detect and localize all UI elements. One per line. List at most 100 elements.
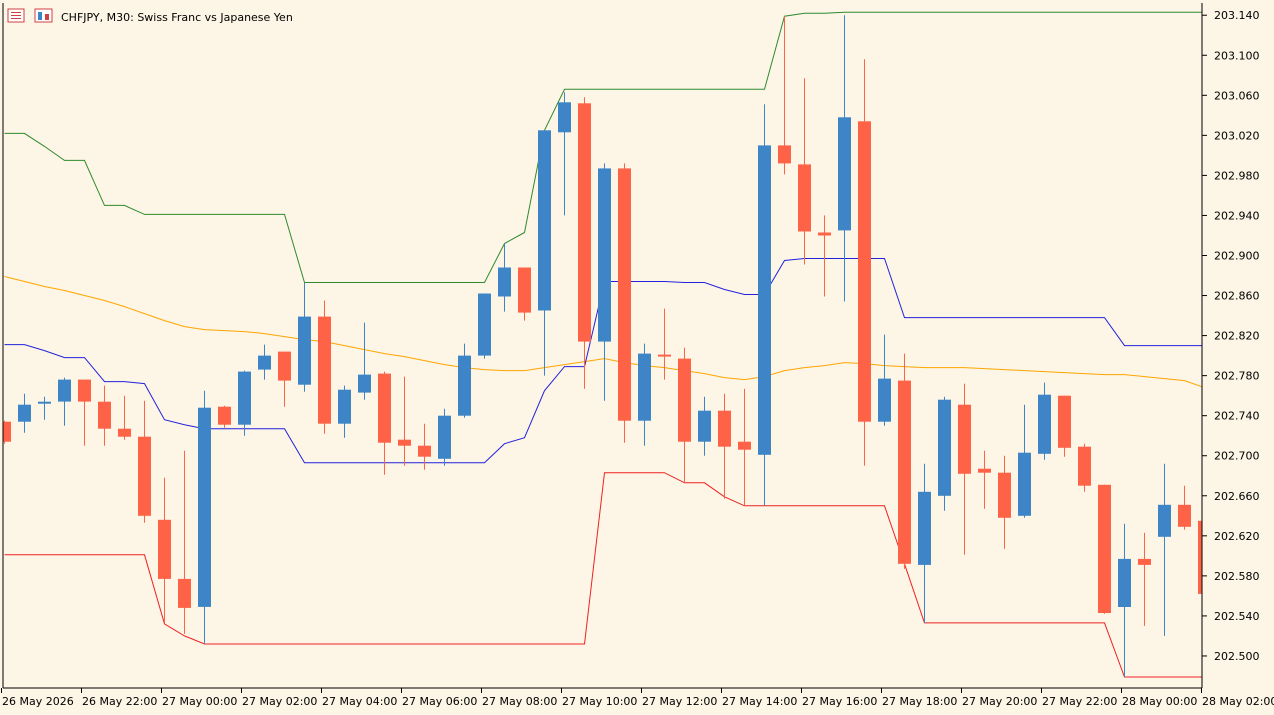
- candle: [1178, 485, 1191, 530]
- candle-body: [58, 379, 71, 402]
- candle-body: [178, 578, 191, 608]
- candle: [838, 15, 851, 302]
- candle: [658, 308, 671, 380]
- candle: [518, 267, 531, 321]
- candle-body: [798, 164, 811, 232]
- candle: [98, 385, 111, 446]
- candle: [1118, 523, 1131, 677]
- candle-body: [438, 415, 451, 459]
- candle: [798, 78, 811, 265]
- candle: [558, 92, 571, 216]
- candle-body: [1138, 558, 1151, 565]
- x-tick-label: 28 May 02:00: [1202, 695, 1274, 708]
- candle-body: [478, 293, 491, 356]
- y-tick-label: 203.140: [1214, 9, 1260, 22]
- upper-channel-line: [4, 11, 1202, 283]
- candle-body: [3, 421, 11, 442]
- axes: 203.140 203.100 203.060 203.020 202.980 202.9…: [1, 3, 1274, 708]
- candle-body: [1098, 484, 1111, 613]
- x-tick-label: 27 May 14:00: [722, 695, 797, 708]
- candle: [778, 16, 791, 175]
- candle-body: [298, 316, 311, 385]
- x-tick-label: 27 May 12:00: [642, 695, 717, 708]
- y-tick-label: 202.500: [1214, 650, 1260, 663]
- y-tick-label: 202.940: [1214, 209, 1260, 222]
- candle: [458, 343, 471, 418]
- x-tick-label: 27 May 20:00: [962, 695, 1037, 708]
- candle-body: [458, 355, 471, 416]
- y-tick-label: 202.780: [1214, 370, 1260, 383]
- candle: [478, 293, 491, 359]
- candle-body: [98, 401, 111, 429]
- candle: [1018, 404, 1031, 518]
- y-tick-label: 202.580: [1214, 570, 1260, 583]
- candle: [18, 393, 31, 433]
- candle-body: [598, 168, 611, 342]
- candle: [38, 396, 51, 420]
- candle-body: [18, 404, 31, 422]
- x-tick-label: 27 May 22:00: [1042, 695, 1117, 708]
- candle-body: [198, 407, 211, 607]
- candle: [1058, 395, 1071, 457]
- candle-body: [618, 168, 631, 421]
- candle: [278, 351, 291, 407]
- candle-body: [78, 379, 91, 402]
- candle: [178, 450, 191, 634]
- plot-area[interactable]: [0, 11, 1211, 678]
- candle-body: [818, 232, 831, 236]
- candle: [898, 353, 911, 569]
- y-tick-label: 202.820: [1214, 330, 1260, 343]
- candle: [238, 370, 251, 436]
- candle-body: [998, 472, 1011, 518]
- candle: [198, 390, 211, 644]
- y-tick-label: 202.900: [1214, 250, 1260, 263]
- candle-body: [38, 401, 51, 404]
- x-tick-label: 27 May 08:00: [482, 695, 557, 708]
- candle-body: [1078, 446, 1091, 486]
- candle: [738, 388, 751, 506]
- candle-body: [358, 374, 371, 393]
- y-tick-label: 203.060: [1214, 89, 1260, 102]
- x-tick-label: 27 May 04:00: [322, 695, 397, 708]
- candle: [818, 215, 831, 297]
- candle-body: [758, 145, 771, 455]
- y-tick-label: 203.020: [1214, 129, 1260, 142]
- x-tick-label: 27 May 18:00: [882, 695, 957, 708]
- y-tick-label: 202.620: [1214, 530, 1260, 543]
- candle: [338, 385, 351, 438]
- candle: [3, 420, 11, 444]
- candle: [78, 379, 91, 446]
- candle: [1038, 382, 1051, 460]
- y-tick-label: 202.740: [1214, 410, 1260, 423]
- candle: [598, 163, 611, 401]
- candle-body: [238, 371, 251, 425]
- candle: [438, 408, 451, 466]
- candle-body: [258, 355, 271, 370]
- candle-body: [118, 428, 131, 437]
- candle: [638, 343, 651, 446]
- candle: [998, 455, 1011, 549]
- candle-body: [278, 351, 291, 381]
- candle-body: [1198, 520, 1202, 594]
- list-menu-icon[interactable]: [7, 8, 25, 23]
- candle: [298, 282, 311, 392]
- candle-body: [638, 353, 651, 421]
- candle: [318, 300, 331, 434]
- candle-body: [678, 358, 691, 442]
- chart-title: CHFJPY, M30: Swiss Franc vs Japanese Yen: [61, 11, 293, 24]
- candle-body: [1038, 394, 1051, 454]
- candle: [218, 405, 231, 428]
- candle-body: [578, 103, 591, 342]
- x-tick-label: 28 May 00:00: [1122, 695, 1197, 708]
- x-tick-label: 27 May 16:00: [802, 695, 877, 708]
- chart-window-icon[interactable]: [34, 8, 53, 23]
- x-tick-label: 26 May 22:00: [82, 695, 157, 708]
- y-tick-label: 202.700: [1214, 450, 1260, 463]
- candle-body: [738, 441, 751, 450]
- candle-body: [318, 316, 331, 424]
- candle: [358, 322, 371, 400]
- candle-body: [718, 410, 731, 447]
- candle: [158, 477, 171, 623]
